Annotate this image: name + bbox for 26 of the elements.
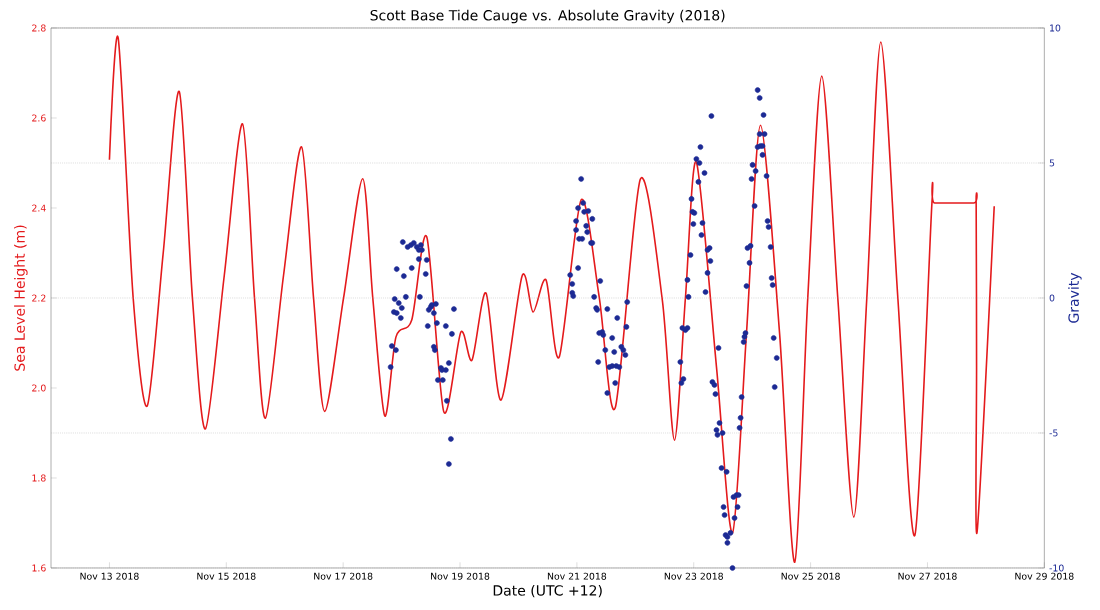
x-axis-title: Date (UTC +12) (493, 584, 602, 598)
x-tick-label: Nov 25 2018 (781, 572, 840, 580)
y2-tick-label: 10 (1050, 24, 1061, 32)
y-axis-title: Sea Level Height (m) (14, 225, 28, 371)
y-tick-label: 2.2 (32, 294, 46, 302)
x-tick-label: Nov 21 2018 (547, 572, 607, 580)
x-tick-label: Nov 27 2018 (898, 572, 957, 580)
x-tick-label: Nov 23 2018 (664, 572, 723, 580)
x-tick-label: Nov 29 2018 (1015, 572, 1074, 580)
x-tick-label: Nov 19 2018 (431, 572, 490, 580)
x-tick-label: Nov 13 2018 (80, 572, 139, 580)
y-tick-label: 2.4 (32, 204, 46, 212)
chart-title: Scott Base Tide Cauge vs. Absolute Gravity (2018) (370, 9, 725, 24)
y-tick-label: 2.8 (32, 24, 46, 32)
line-series (108, 37, 996, 563)
y2-axis-title: Gravity (1068, 272, 1082, 323)
x-tick-label: Nov 17 2018 (314, 572, 373, 580)
y-tick-label: 2.0 (32, 384, 46, 392)
x-tick-label: Nov 15 2018 (197, 572, 256, 580)
y-tick-label: 1.8 (32, 474, 46, 482)
y2-tick-label: 0 (1049, 294, 1055, 302)
y2-tick-label: -10 (1049, 564, 1064, 572)
y-tick-label: 2.6 (32, 114, 46, 122)
y-tick-label: 1.6 (32, 564, 46, 572)
y2-tick-label: 5 (1049, 159, 1055, 167)
y2-tick-label: -5 (1049, 429, 1058, 437)
